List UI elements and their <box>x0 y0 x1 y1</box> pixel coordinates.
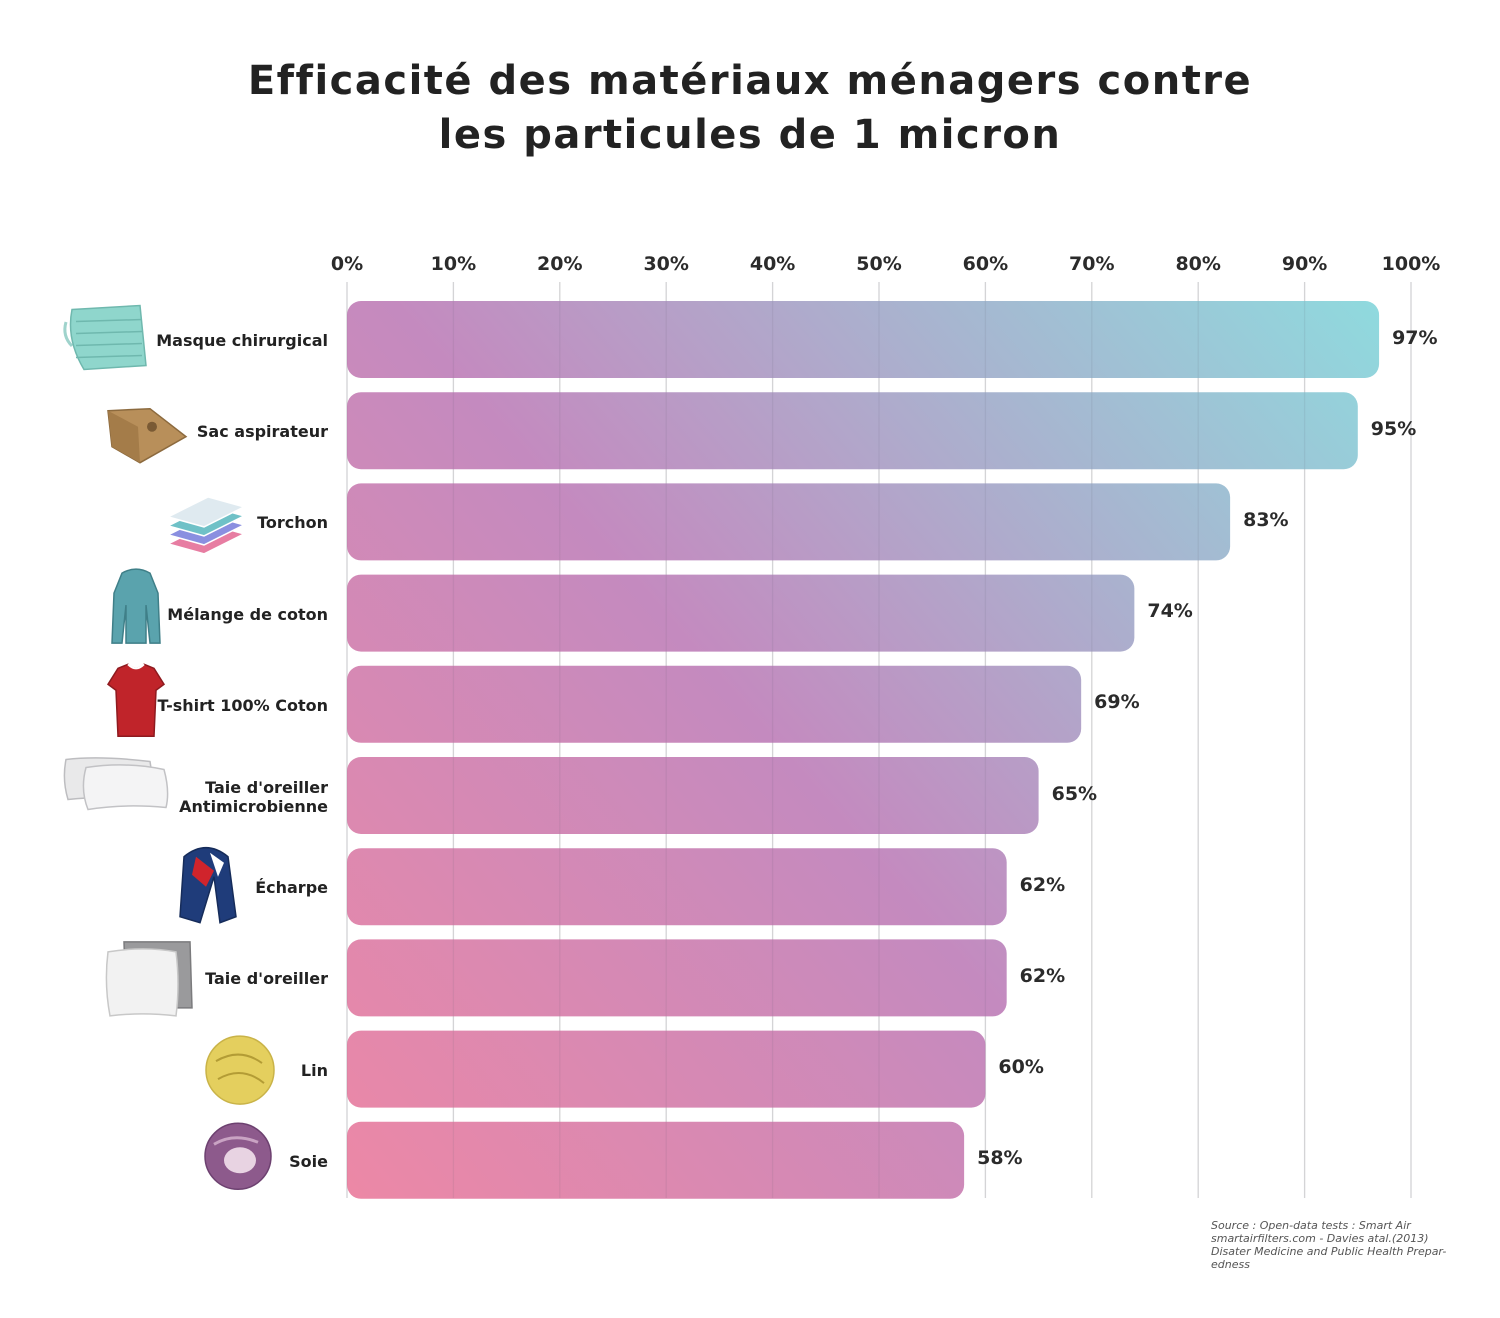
surgical-mask-icon <box>63 304 147 371</box>
category-label: Taie d'oreiller <box>68 969 328 988</box>
source-line: smartairfilters.com - Davies atal.(2013) <box>1211 1232 1429 1245</box>
category-label-line: Torchon <box>257 513 328 533</box>
category-label: T-shirt 100% Coton <box>68 696 328 715</box>
pillowcase-icon <box>105 941 193 1017</box>
category-icons <box>63 304 275 1191</box>
value-label: 69% <box>1094 691 1140 714</box>
category-label: Écharpe <box>68 878 328 897</box>
chart-title-line-2: les particules de 1 micron <box>438 112 1062 158</box>
category-label: Torchon <box>68 513 328 532</box>
source-line: Disater Medicine and Public Health Prepa… <box>1211 1245 1447 1258</box>
value-label: 74% <box>1147 600 1193 623</box>
silk-icon <box>204 1122 272 1191</box>
value-label: 60% <box>998 1056 1044 1079</box>
value-label: 62% <box>1019 964 1066 987</box>
tshirt-icon <box>106 663 166 738</box>
chart-title-line-1: Efficacité des matériaux ménagers contre <box>247 58 1253 104</box>
category-label: Mélange de coton <box>68 605 328 624</box>
x-tick-label: 10% <box>430 253 477 275</box>
source-line: Source : Open-data tests : Smart Air <box>1211 1219 1411 1232</box>
value-label: 62% <box>1019 873 1066 896</box>
value-label: 95% <box>1370 417 1417 440</box>
category-label: Soie <box>68 1152 328 1171</box>
category-label-line: Mélange de coton <box>167 604 328 624</box>
bar <box>347 301 1380 378</box>
cotton-hoodie-icon <box>111 568 161 644</box>
x-tick-label: 70% <box>1069 253 1115 275</box>
bar <box>347 665 1082 743</box>
pillows-icon <box>63 757 169 811</box>
category-label-line: Taie d'oreiller <box>205 969 328 989</box>
x-tick-label: 60% <box>962 253 1009 275</box>
dish-towel-icon <box>165 496 247 555</box>
category-label-line: Écharpe <box>255 878 328 898</box>
category-label-line: Masque chirurgical <box>156 331 328 350</box>
category-label: Lin <box>68 1061 328 1080</box>
linen-icon <box>205 1035 275 1105</box>
category-label: Masque chirurgical <box>68 331 328 350</box>
x-tick-label: 80% <box>1175 253 1221 275</box>
source-note: Source : Open-data tests : Smart Air sma… <box>1211 1219 1481 1271</box>
bar <box>347 757 1039 834</box>
bar <box>347 939 1007 1017</box>
bar <box>347 848 1007 926</box>
value-label: 97% <box>1392 326 1438 349</box>
bar <box>347 1121 965 1199</box>
bars <box>347 301 1380 1199</box>
x-tick-label: 50% <box>856 253 902 275</box>
x-tick-label: 100% <box>1381 253 1441 275</box>
bar <box>347 574 1135 652</box>
bar <box>347 1030 986 1108</box>
category-label-line: T-shirt 100% Coton <box>157 695 328 715</box>
gridlines-overlay <box>346 282 1412 1198</box>
scarf-icon <box>179 846 237 924</box>
category-label-line: Antimicrobienne <box>179 796 328 816</box>
vacuum-bag-icon <box>107 407 188 464</box>
category-label: Taie d'oreiller Antimicrobienne <box>68 778 328 816</box>
value-label: 58% <box>977 1147 1023 1170</box>
x-tick-label: 40% <box>749 253 796 275</box>
category-label: Sac aspirateur <box>68 422 328 441</box>
category-label-line: Soie <box>289 1151 328 1171</box>
bar <box>347 483 1231 561</box>
value-label: 83% <box>1243 508 1289 531</box>
bar <box>347 392 1358 470</box>
source-line: edness <box>1211 1258 1250 1271</box>
x-tick-label: 0% <box>330 253 364 275</box>
category-label-line: Taie d'oreiller <box>205 777 328 797</box>
x-tick-label: 30% <box>643 253 689 275</box>
x-tick-label: 20% <box>537 253 583 275</box>
category-label-line: Lin <box>300 1060 328 1080</box>
category-label-line: Sac aspirateur <box>196 422 328 442</box>
x-tick-label: 90% <box>1281 253 1328 275</box>
value-label: 65% <box>1051 782 1098 805</box>
